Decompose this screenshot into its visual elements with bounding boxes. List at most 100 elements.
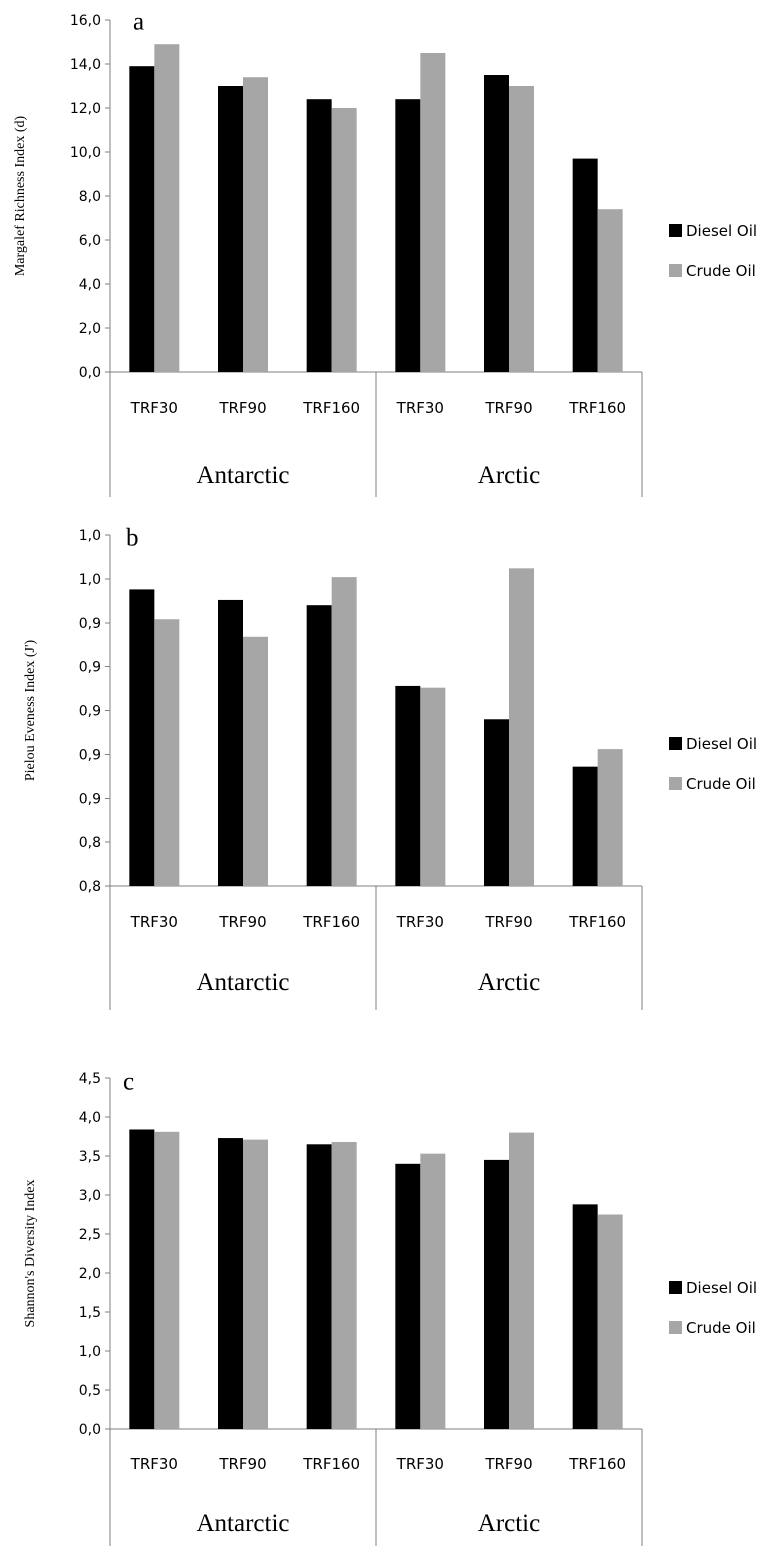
group-label: Antarctic bbox=[196, 462, 289, 489]
bar-diesel-oil bbox=[484, 719, 509, 886]
bar-diesel-oil bbox=[306, 99, 332, 372]
x-tick-label: TRF90 bbox=[484, 1455, 532, 1473]
bar-crude-oil bbox=[597, 1214, 623, 1429]
bar-crude-oil bbox=[243, 1139, 268, 1429]
y-tick-label: 3,5 bbox=[79, 1149, 101, 1165]
y-tick-label: 0,8 bbox=[79, 879, 101, 895]
bar-crude-oil bbox=[331, 577, 357, 886]
y-tick-label: 0,9 bbox=[79, 616, 101, 632]
bar-diesel-oil bbox=[218, 86, 243, 372]
x-tick-label: TRF90 bbox=[484, 913, 532, 931]
bar-crude-oil bbox=[597, 749, 623, 886]
bar-diesel-oil bbox=[484, 75, 509, 372]
y-tick-label: 0,0 bbox=[79, 365, 101, 381]
bar-diesel-oil bbox=[306, 1144, 332, 1429]
x-tick-label: TRF160 bbox=[302, 1455, 360, 1473]
bar-crude-oil bbox=[509, 568, 534, 886]
x-tick-label: TRF160 bbox=[302, 913, 360, 931]
panel-label: b bbox=[126, 525, 139, 552]
x-tick-label: TRF160 bbox=[568, 399, 626, 417]
chart-panel-b: 0,8 0,8 0,9 0,9 0,9 0,9 0,9 1,0 1,0 TRF30 TRF90 TRF… bbox=[23, 525, 757, 1010]
bar-diesel-oil bbox=[484, 1159, 509, 1429]
bar-diesel-oil bbox=[395, 1163, 421, 1429]
legend-swatch bbox=[669, 737, 682, 750]
y-tick-label: 0,9 bbox=[79, 747, 101, 763]
group-label: Antarctic bbox=[196, 969, 289, 996]
y-tick-label: 2,0 bbox=[79, 1266, 101, 1282]
bar-diesel-oil bbox=[572, 1204, 598, 1429]
bar-diesel-oil bbox=[306, 605, 332, 886]
legend-label: Crude Oil bbox=[686, 262, 756, 280]
chart-panel-c: 0,0 0,5 1,0 1,5 2,0 2,5 3,0 3,5 4,0 4,5 TRF30 TRF90… bbox=[23, 1069, 757, 1546]
y-tick-label: 0,0 bbox=[79, 1422, 101, 1438]
legend-swatch bbox=[669, 777, 682, 790]
legend-label: Diesel Oil bbox=[686, 735, 757, 753]
y-tick-label: 0,9 bbox=[79, 660, 101, 676]
x-tick-label: TRF90 bbox=[218, 399, 266, 417]
group-label: Arctic bbox=[478, 969, 540, 996]
y-tick-label: 12,0 bbox=[70, 101, 101, 117]
y-tick-label: 4,0 bbox=[79, 1110, 101, 1126]
bar-crude-oil bbox=[597, 209, 623, 372]
y-tick-label: 2,0 bbox=[79, 321, 101, 337]
y-tick-label: 1,0 bbox=[79, 528, 101, 544]
group-label: Antarctic bbox=[196, 1510, 289, 1537]
y-tick-label: 1,0 bbox=[79, 1344, 101, 1360]
x-tick-label: TRF160 bbox=[568, 913, 626, 931]
y-tick-label: 0,9 bbox=[79, 704, 101, 720]
x-tick-label: TRF30 bbox=[130, 1455, 178, 1473]
bar-crude-oil bbox=[243, 636, 268, 886]
y-tick-label: 16,0 bbox=[70, 13, 101, 29]
bar-crude-oil bbox=[154, 44, 180, 372]
panel-label: a bbox=[133, 9, 144, 36]
bar-crude-oil bbox=[243, 77, 268, 372]
y-tick-label: 3,0 bbox=[79, 1188, 101, 1204]
y-tick-label: 0,9 bbox=[79, 791, 101, 807]
bar-diesel-oil bbox=[572, 766, 598, 886]
legend-label: Crude Oil bbox=[686, 775, 756, 793]
group-label: Arctic bbox=[478, 1510, 540, 1537]
legend-label: Crude Oil bbox=[686, 1319, 756, 1337]
bar-crude-oil bbox=[420, 1153, 446, 1429]
bar-diesel-oil bbox=[129, 589, 155, 886]
bar-diesel-oil bbox=[129, 66, 155, 372]
y-tick-label: 4,5 bbox=[79, 1071, 101, 1087]
x-tick-label: TRF30 bbox=[130, 399, 178, 417]
legend-swatch bbox=[669, 1321, 682, 1334]
bar-diesel-oil bbox=[395, 99, 421, 372]
legend-swatch bbox=[669, 1281, 682, 1294]
y-axis-title: Margalef Richness Index (d) bbox=[13, 116, 28, 277]
bar-crude-oil bbox=[420, 53, 446, 372]
y-tick-label: 10,0 bbox=[70, 145, 101, 161]
chart-panel-a: 0,0 2,0 4,0 6,0 8,0 10,0 12,0 14,0 16,0 TRF30 TRF9… bbox=[13, 9, 757, 497]
bar-crude-oil bbox=[154, 1131, 180, 1429]
y-tick-label: 14,0 bbox=[70, 57, 101, 73]
x-tick-label: TRF90 bbox=[218, 1455, 266, 1473]
bar-diesel-oil bbox=[129, 1129, 155, 1429]
group-label: Arctic bbox=[478, 462, 540, 489]
bar-crude-oil bbox=[331, 108, 357, 372]
y-tick-label: 2,5 bbox=[79, 1227, 101, 1243]
x-tick-label: TRF160 bbox=[568, 1455, 626, 1473]
x-tick-label: TRF30 bbox=[396, 913, 444, 931]
y-tick-label: 1,0 bbox=[79, 572, 101, 588]
y-tick-label: 4,0 bbox=[79, 277, 101, 293]
x-tick-label: TRF30 bbox=[130, 913, 178, 931]
bar-diesel-oil bbox=[218, 1138, 243, 1429]
legend: Diesel Oil Crude Oil bbox=[669, 1279, 757, 1337]
y-tick-label: 8,0 bbox=[79, 189, 101, 205]
x-tick-label: TRF90 bbox=[218, 913, 266, 931]
legend: Diesel Oil Crude Oil bbox=[669, 735, 757, 793]
bar-crude-oil bbox=[509, 86, 534, 372]
x-tick-label: TRF90 bbox=[484, 399, 532, 417]
bar-diesel-oil bbox=[395, 685, 421, 886]
y-tick-label: 0,8 bbox=[79, 835, 101, 851]
y-tick-label: 0,5 bbox=[79, 1383, 101, 1399]
bar-diesel-oil bbox=[218, 599, 243, 886]
y-tick-label: 1,5 bbox=[79, 1305, 101, 1321]
bar-crude-oil bbox=[154, 619, 180, 886]
x-tick-label: TRF160 bbox=[302, 399, 360, 417]
y-tick-label: 6,0 bbox=[79, 233, 101, 249]
bar-crude-oil bbox=[331, 1141, 357, 1429]
